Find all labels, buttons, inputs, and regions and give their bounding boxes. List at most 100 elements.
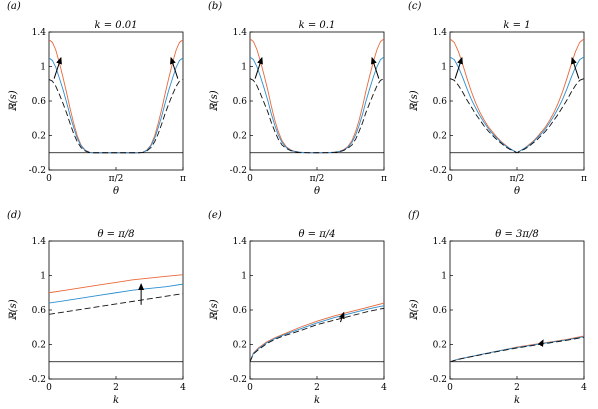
panel-title: k = 1 (503, 20, 530, 31)
series-line-solid-red (249, 38, 385, 154)
chart-panel: -0.2 0.2 0.6 1 1.4 0 2 4 (f) θ = 3π/8 k ℝ(s) (408, 210, 587, 406)
y-tick-label: 0.2 (32, 132, 46, 142)
series-line-dashed (249, 307, 385, 362)
x-tick-label: 0 (46, 174, 52, 184)
y-tick-label: 0.2 (433, 132, 447, 142)
y-tick-label: -0.2 (230, 375, 247, 385)
panel-label: (c) (408, 1, 422, 12)
x-tick-label: 2 (514, 383, 520, 393)
x-axis-label: θ (314, 186, 320, 197)
trend-arrow (53, 56, 62, 79)
y-tick-label: 1.4 (32, 237, 47, 247)
plot-frame (48, 240, 184, 380)
x-tick-label: 4 (180, 383, 186, 393)
x-axis-label: θ (514, 186, 520, 197)
y-tick-label: 0.2 (233, 132, 247, 142)
chart-panel: -0.2 0.2 0.6 1 1.4 0 π/2 π (a) k = 0.01 θ ℝ(s) (7, 1, 186, 197)
series-line-dashed (48, 79, 184, 154)
x-tick-label: 2 (113, 383, 119, 393)
x-axis-label: k (514, 395, 520, 406)
y-tick-label: -0.2 (430, 375, 447, 385)
y-axis-label: ℝ(s) (209, 299, 220, 320)
series-line-solid-red (249, 302, 385, 362)
trend-arrow (371, 56, 380, 79)
series-line-solid-blue (449, 336, 585, 363)
trend-arrow (254, 56, 263, 79)
y-tick-label: 1.4 (32, 28, 47, 38)
y-tick-label: 0.6 (433, 97, 448, 107)
x-tick-label: π/2 (109, 174, 124, 184)
y-tick-label: 0.6 (32, 306, 47, 316)
panel-label: (e) (208, 210, 222, 221)
plot-frame (449, 31, 585, 171)
chart-panel: -0.2 0.2 0.6 1 1.4 0 π/2 π (b) k = 0.1 θ ℝ(s) (208, 1, 387, 197)
y-tick-label: 0.6 (433, 306, 448, 316)
y-tick-label: 0.2 (32, 341, 46, 351)
plot-frame (449, 240, 585, 380)
y-tick-label: 1 (441, 63, 447, 73)
series-line-dashed (48, 293, 184, 315)
x-axis-label: k (113, 395, 119, 406)
y-tick-label: 1 (441, 272, 447, 282)
trend-arrow (454, 56, 463, 79)
x-tick-label: π/2 (510, 174, 525, 184)
trend-arrow (170, 56, 179, 79)
series-line-solid-red (449, 335, 585, 363)
x-tick-label: π (581, 174, 587, 184)
chart-panel: -0.2 0.2 0.6 1 1.4 0 π/2 π (c) k = 1 θ ℝ(s) (408, 1, 587, 197)
panel-label: (d) (7, 210, 21, 221)
series-line-solid-blue (249, 56, 385, 154)
panel-title: θ = π/8 (97, 229, 134, 240)
series-line-dashed (249, 78, 385, 154)
y-tick-label: 1 (40, 63, 46, 73)
x-tick-label: 0 (447, 383, 453, 393)
series-line-solid-blue (249, 305, 385, 362)
y-axis-label: ℝ(s) (8, 90, 19, 111)
y-tick-label: 1 (241, 272, 247, 282)
y-tick-label: 1 (241, 63, 247, 73)
chart-panel: -0.2 0.2 0.6 1 1.4 0 2 4 (d) θ = π/8 k ℝ(s) (7, 210, 186, 406)
x-tick-label: 0 (247, 383, 253, 393)
trend-arrow (537, 339, 544, 347)
trend-arrow (338, 311, 345, 323)
panel-label: (f) (408, 210, 420, 221)
series-line-dashed (449, 78, 585, 154)
y-tick-label: 0.2 (233, 341, 247, 351)
panel-title: θ = π/4 (298, 229, 335, 240)
x-tick-label: π/2 (310, 174, 325, 184)
series-line-solid-blue (449, 56, 585, 154)
x-tick-label: π (180, 174, 186, 184)
x-axis-label: k (314, 395, 320, 406)
trend-arrow (571, 56, 580, 79)
y-axis-label: ℝ(s) (409, 299, 420, 320)
y-tick-label: -0.2 (230, 166, 247, 176)
y-tick-label: 0.2 (433, 341, 447, 351)
panel-title: k = 0.01 (94, 20, 137, 31)
series-line-dashed (449, 336, 585, 363)
x-tick-label: 0 (247, 174, 253, 184)
x-tick-label: 0 (46, 383, 52, 393)
y-tick-label: -0.2 (430, 166, 447, 176)
panel-title: θ = 3π/8 (495, 229, 538, 240)
panel-label: (a) (7, 1, 21, 12)
y-tick-label: 1.4 (433, 237, 448, 247)
panel-label: (b) (208, 1, 222, 12)
series-line-solid-red (48, 274, 184, 294)
x-axis-label: θ (113, 186, 119, 197)
y-axis-label: ℝ(s) (209, 90, 220, 111)
y-tick-label: 0.6 (32, 97, 47, 107)
y-tick-label: 1.4 (433, 28, 448, 38)
y-tick-label: 1.4 (233, 28, 248, 38)
series-line-solid-red (48, 39, 184, 154)
chart-panel: -0.2 0.2 0.6 1 1.4 0 2 4 (e) θ = π/4 k ℝ(s) (208, 210, 387, 406)
y-tick-label: -0.2 (29, 166, 46, 176)
y-tick-label: 0.6 (233, 97, 248, 107)
y-axis-label: ℝ(s) (409, 90, 420, 111)
y-tick-label: -0.2 (29, 375, 46, 385)
plot-frame (48, 31, 184, 171)
x-tick-label: 4 (581, 383, 587, 393)
x-tick-label: π (381, 174, 387, 184)
y-tick-label: 0.6 (233, 306, 248, 316)
x-tick-label: 4 (381, 383, 387, 393)
